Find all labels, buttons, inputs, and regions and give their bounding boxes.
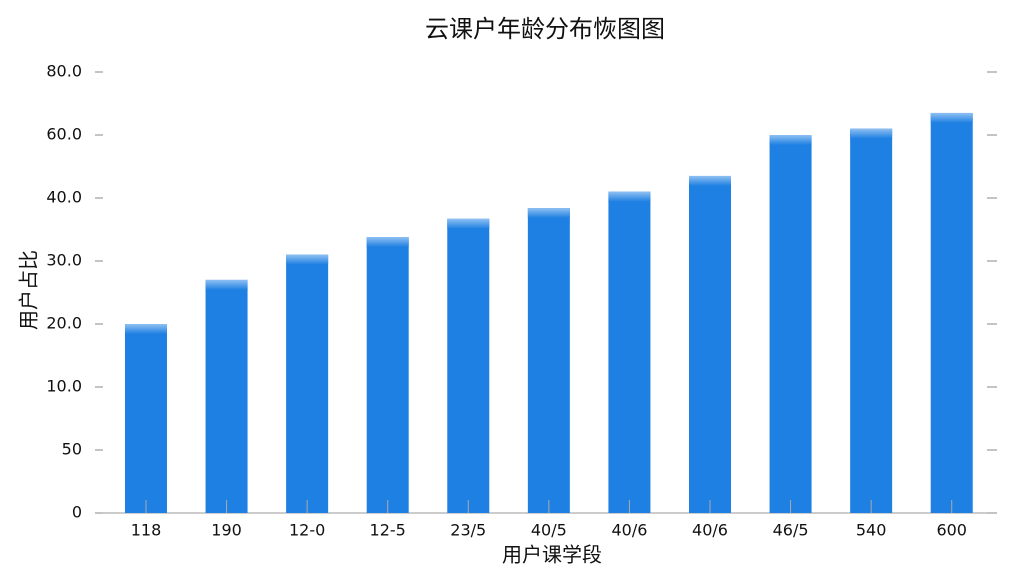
chart-title: 云课户年龄分布恢图图 <box>425 15 665 43</box>
x-tick-label: 40/5 <box>531 521 567 540</box>
bar <box>930 112 973 513</box>
bar <box>447 218 490 514</box>
x-tick-label: 46/5 <box>773 521 809 540</box>
x-tick-label: 23/5 <box>450 521 486 540</box>
y-tick-label: 60.0 <box>46 125 82 144</box>
bar <box>366 237 409 513</box>
bar <box>769 135 812 513</box>
bar-highlight <box>850 128 893 139</box>
bar-highlight <box>527 208 570 219</box>
bar <box>286 254 329 513</box>
x-axis-label: 用户课学段 <box>502 543 602 567</box>
bar <box>850 128 893 513</box>
y-tick-label: 30.0 <box>46 251 82 270</box>
bar-highlight <box>366 237 409 248</box>
y-tick-label: 0 <box>72 503 82 522</box>
y-tick-label: 10.0 <box>46 377 82 396</box>
x-tick-label: 190 <box>211 521 242 540</box>
x-tick-label: 12-5 <box>370 521 406 540</box>
bar <box>124 324 167 513</box>
x-tick-label: 40/6 <box>611 521 647 540</box>
bar <box>205 279 248 513</box>
x-tick-label: 118 <box>131 521 162 540</box>
y-tick-label: 80.0 <box>46 62 82 81</box>
bar-highlight <box>688 175 731 186</box>
bar-highlight <box>769 135 812 145</box>
x-tick-label: 600 <box>936 521 967 540</box>
bar-highlight <box>205 279 248 290</box>
bar-highlight <box>447 218 490 229</box>
y-axis-label: 用户占比 <box>17 250 41 330</box>
y-tick-label: 20.0 <box>46 314 82 333</box>
bar-highlight <box>124 324 167 334</box>
bar-highlight <box>608 191 651 202</box>
y-tick-label: 50 <box>62 440 82 459</box>
y-tick-label: 40.0 <box>46 188 82 207</box>
x-tick-label: 540 <box>856 521 887 540</box>
x-tick-label: 12-0 <box>289 521 325 540</box>
bar-highlight <box>930 112 973 123</box>
bar <box>688 175 731 513</box>
x-tick-label: 40/6 <box>692 521 728 540</box>
bar-highlight <box>286 254 329 265</box>
bar <box>608 191 651 513</box>
bar <box>527 208 570 513</box>
